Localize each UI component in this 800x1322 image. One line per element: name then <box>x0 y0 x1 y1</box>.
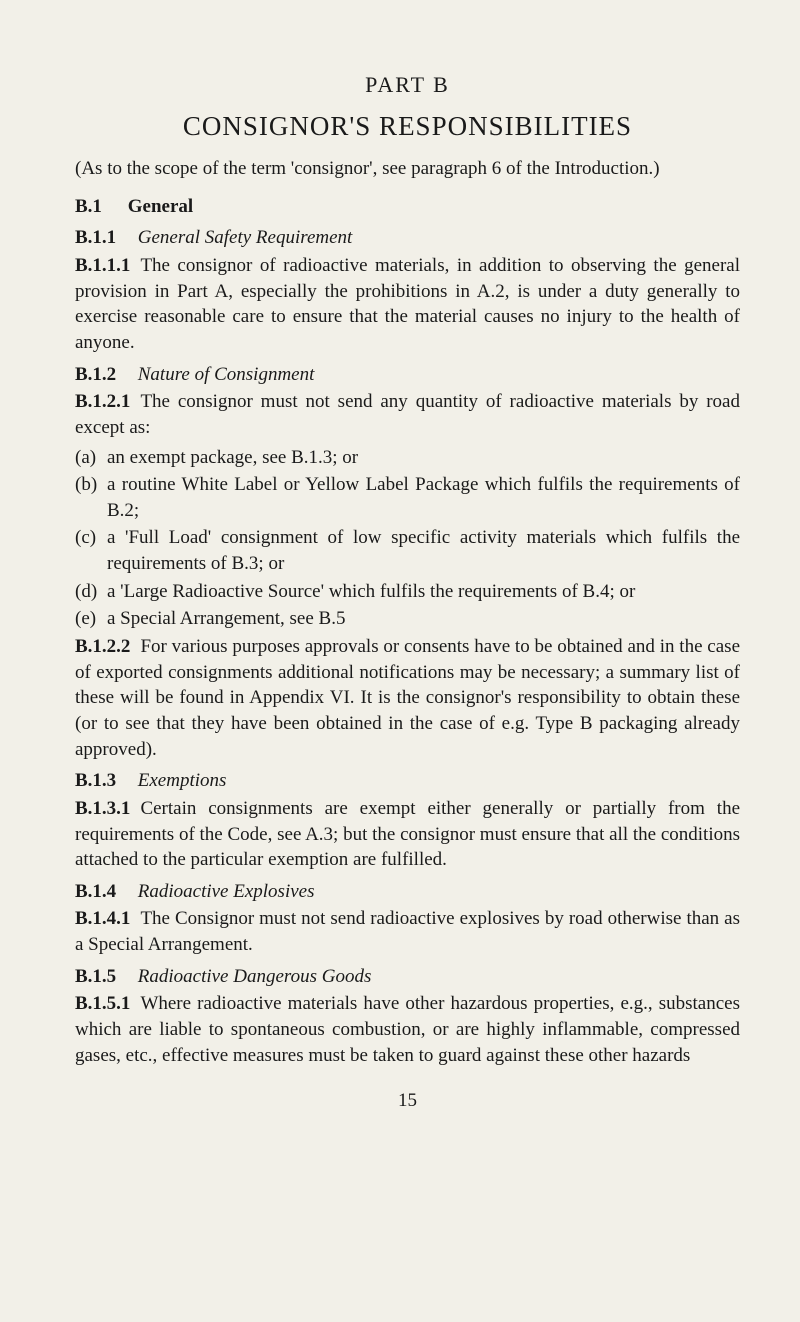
subsection-number: B.1.2 <box>75 362 133 388</box>
subsection-title: General Safety Requirement <box>138 227 353 248</box>
part-title: PART B <box>75 70 740 100</box>
para-b121: B.1.2.1The consignor must not send any q… <box>75 389 740 440</box>
subsection-number: B.1.4 <box>75 879 133 905</box>
list-item-e: (e)a Special Arrangement, see B.5 <box>75 606 740 632</box>
list-marker: (a) <box>75 445 107 471</box>
list-marker: (b) <box>75 472 107 498</box>
para-b131: B.1.3.1Certain consignments are exempt e… <box>75 796 740 873</box>
subsection-number: B.1.3 <box>75 768 133 794</box>
subsection-title: Nature of Consignment <box>138 364 315 385</box>
list-marker: (d) <box>75 579 107 605</box>
para-b151: B.1.5.1Where radioactive materials have … <box>75 991 740 1068</box>
section-b1: B.1 General <box>75 194 740 220</box>
subsection-title: Radioactive Dangerous Goods <box>138 966 372 987</box>
list-text: an exempt package, see B.1.3; or <box>107 447 358 468</box>
para-number: B.1.2.1 <box>75 391 130 412</box>
subsection-b13: B.1.3 Exemptions <box>75 768 740 794</box>
para-text: The consignor must not send any quantity… <box>75 391 740 438</box>
para-text: For various purposes approvals or consen… <box>75 636 740 760</box>
list-marker: (e) <box>75 606 107 632</box>
list-item-a: (a)an exempt package, see B.1.3; or <box>75 445 740 471</box>
subsection-b14: B.1.4 Radioactive Explosives <box>75 879 740 905</box>
list-item-b: (b)a routine White Label or Yellow Label… <box>75 472 740 523</box>
list-text: a 'Large Radioactive Source' which fulfi… <box>107 581 635 602</box>
list-marker: (c) <box>75 525 107 551</box>
subsection-title: Exemptions <box>138 770 227 791</box>
list-item-c: (c)a 'Full Load' consignment of low spec… <box>75 525 740 576</box>
section-number: B.1 <box>75 194 123 220</box>
para-b141: B.1.4.1The Consignor must not send radio… <box>75 906 740 957</box>
section-title: General <box>128 196 193 217</box>
main-title: CONSIGNOR'S RESPONSIBILITIES <box>75 108 740 144</box>
para-b111: B.1.1.1The consignor of radioactive mate… <box>75 253 740 356</box>
list-text: a routine White Label or Yellow Label Pa… <box>107 474 740 521</box>
para-number: B.1.2.2 <box>75 636 130 657</box>
subsection-number: B.1.1 <box>75 225 133 251</box>
list-text: a Special Arrangement, see B.5 <box>107 608 345 629</box>
subsection-title: Radioactive Explosives <box>138 881 315 902</box>
para-text: The Consignor must not send radioactive … <box>75 908 740 955</box>
subsection-b15: B.1.5 Radioactive Dangerous Goods <box>75 964 740 990</box>
subsection-b11: B.1.1 General Safety Requirement <box>75 225 740 251</box>
list-item-d: (d)a 'Large Radioactive Source' which fu… <box>75 579 740 605</box>
subsection-number: B.1.5 <box>75 964 133 990</box>
para-number: B.1.1.1 <box>75 255 130 276</box>
intro-paragraph: (As to the scope of the term 'consignor'… <box>75 156 740 182</box>
para-number: B.1.4.1 <box>75 908 130 929</box>
list-text: a 'Full Load' consignment of low specifi… <box>107 527 740 574</box>
para-text: Certain consignments are exempt either g… <box>75 798 740 870</box>
para-b122: B.1.2.2For various purposes approvals or… <box>75 634 740 762</box>
para-number: B.1.3.1 <box>75 798 130 819</box>
page-number: 15 <box>75 1088 740 1114</box>
para-text: Where radioactive materials have other h… <box>75 993 740 1065</box>
para-number: B.1.5.1 <box>75 993 130 1014</box>
subsection-b12: B.1.2 Nature of Consignment <box>75 362 740 388</box>
para-text: The consignor of radioactive materials, … <box>75 255 740 353</box>
